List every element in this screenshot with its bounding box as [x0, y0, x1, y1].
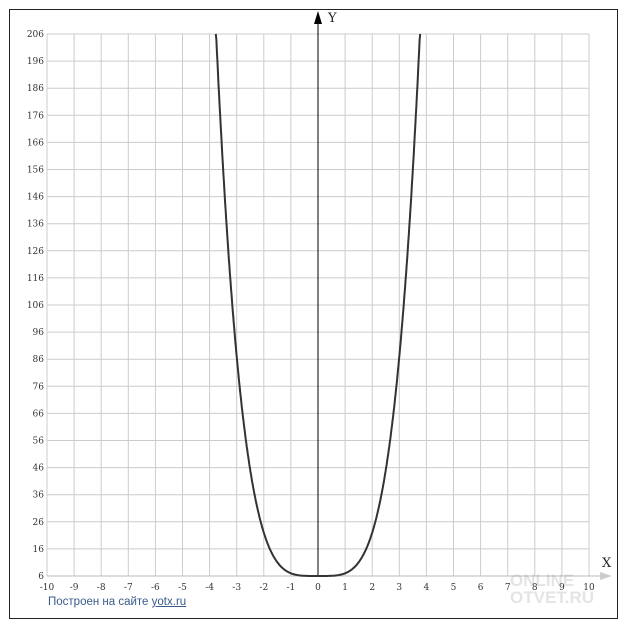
y-tick-label: 66 [33, 409, 45, 419]
x-tick-label: -7 [124, 583, 133, 593]
y-tick-label: 16 [33, 545, 45, 555]
x-tick-label: -10 [40, 583, 55, 593]
watermark-line2: OTVET.RU [510, 588, 595, 607]
y-tick-label: 86 [33, 355, 45, 365]
y-tick-label: 186 [27, 84, 44, 94]
y-tick-label: 166 [27, 138, 44, 148]
y-tick-label: 56 [33, 437, 45, 447]
y-tick-label: 46 [33, 464, 45, 474]
y-tick-label: 146 [27, 193, 44, 203]
tick-labels: -10 -9 -8 -7 -6 -5 -4 -3 -2 -1 0 1 2 3 4 5 6 7 8 9 106162636… [27, 30, 595, 593]
x-tick-label: 1 [342, 583, 348, 593]
x-tick-label: 4 [424, 583, 430, 593]
y-axis-arrow-icon [314, 11, 322, 24]
y-tick-label: 96 [33, 328, 45, 338]
footer-credit: Построен на сайте yotx.ru [48, 596, 186, 608]
chart-border [9, 9, 618, 619]
y-tick-label: 136 [27, 220, 44, 230]
y-tick-label: 26 [33, 518, 45, 528]
x-axis-label: X [602, 556, 612, 571]
y-tick-label: 126 [27, 247, 44, 257]
x-tick-label: 3 [396, 583, 402, 593]
x-tick-label: 0 [315, 583, 321, 593]
y-tick-label: 76 [33, 382, 45, 392]
x-tick-label: -8 [97, 583, 106, 593]
watermark-logo: ONLINE OTVET.RU [510, 572, 594, 606]
x-tick-label: 2 [369, 583, 375, 593]
x-tick-label: -5 [178, 583, 187, 593]
x-tick-label: -9 [70, 583, 79, 593]
series-curve [214, 33, 422, 577]
yotx-link[interactable]: yotx.ru [151, 596, 187, 608]
x-tick-label: -4 [205, 583, 214, 593]
x-tick-label: 10 [583, 583, 595, 593]
x-tick-label: -3 [232, 583, 241, 593]
y-tick-label: 6 [38, 572, 44, 582]
x-tick-label: -2 [259, 583, 268, 593]
x-tick-label: 6 [478, 583, 484, 593]
y-tick-label: 156 [27, 166, 44, 176]
x-tick-label: -1 [287, 583, 296, 593]
y-tick-label: 106 [27, 301, 44, 311]
y-tick-label: 176 [27, 111, 44, 121]
x-tick-label: 8 [532, 583, 538, 593]
x-axis-arrow-icon [600, 572, 612, 580]
y-axis-label: Y [327, 11, 337, 26]
x-tick-label: 5 [451, 583, 457, 593]
watermark-line1: ONLINE [510, 571, 575, 590]
y-tick-label: 206 [27, 30, 44, 40]
x-tick-label: -6 [151, 583, 160, 593]
y-tick-label: 36 [33, 491, 45, 501]
y-tick-label: 196 [27, 57, 44, 67]
x-tick-label: 9 [559, 583, 565, 593]
y-tick-label: 116 [27, 274, 44, 284]
x-tick-label: 7 [505, 583, 511, 593]
footer-text: Построен на сайте [48, 596, 152, 608]
